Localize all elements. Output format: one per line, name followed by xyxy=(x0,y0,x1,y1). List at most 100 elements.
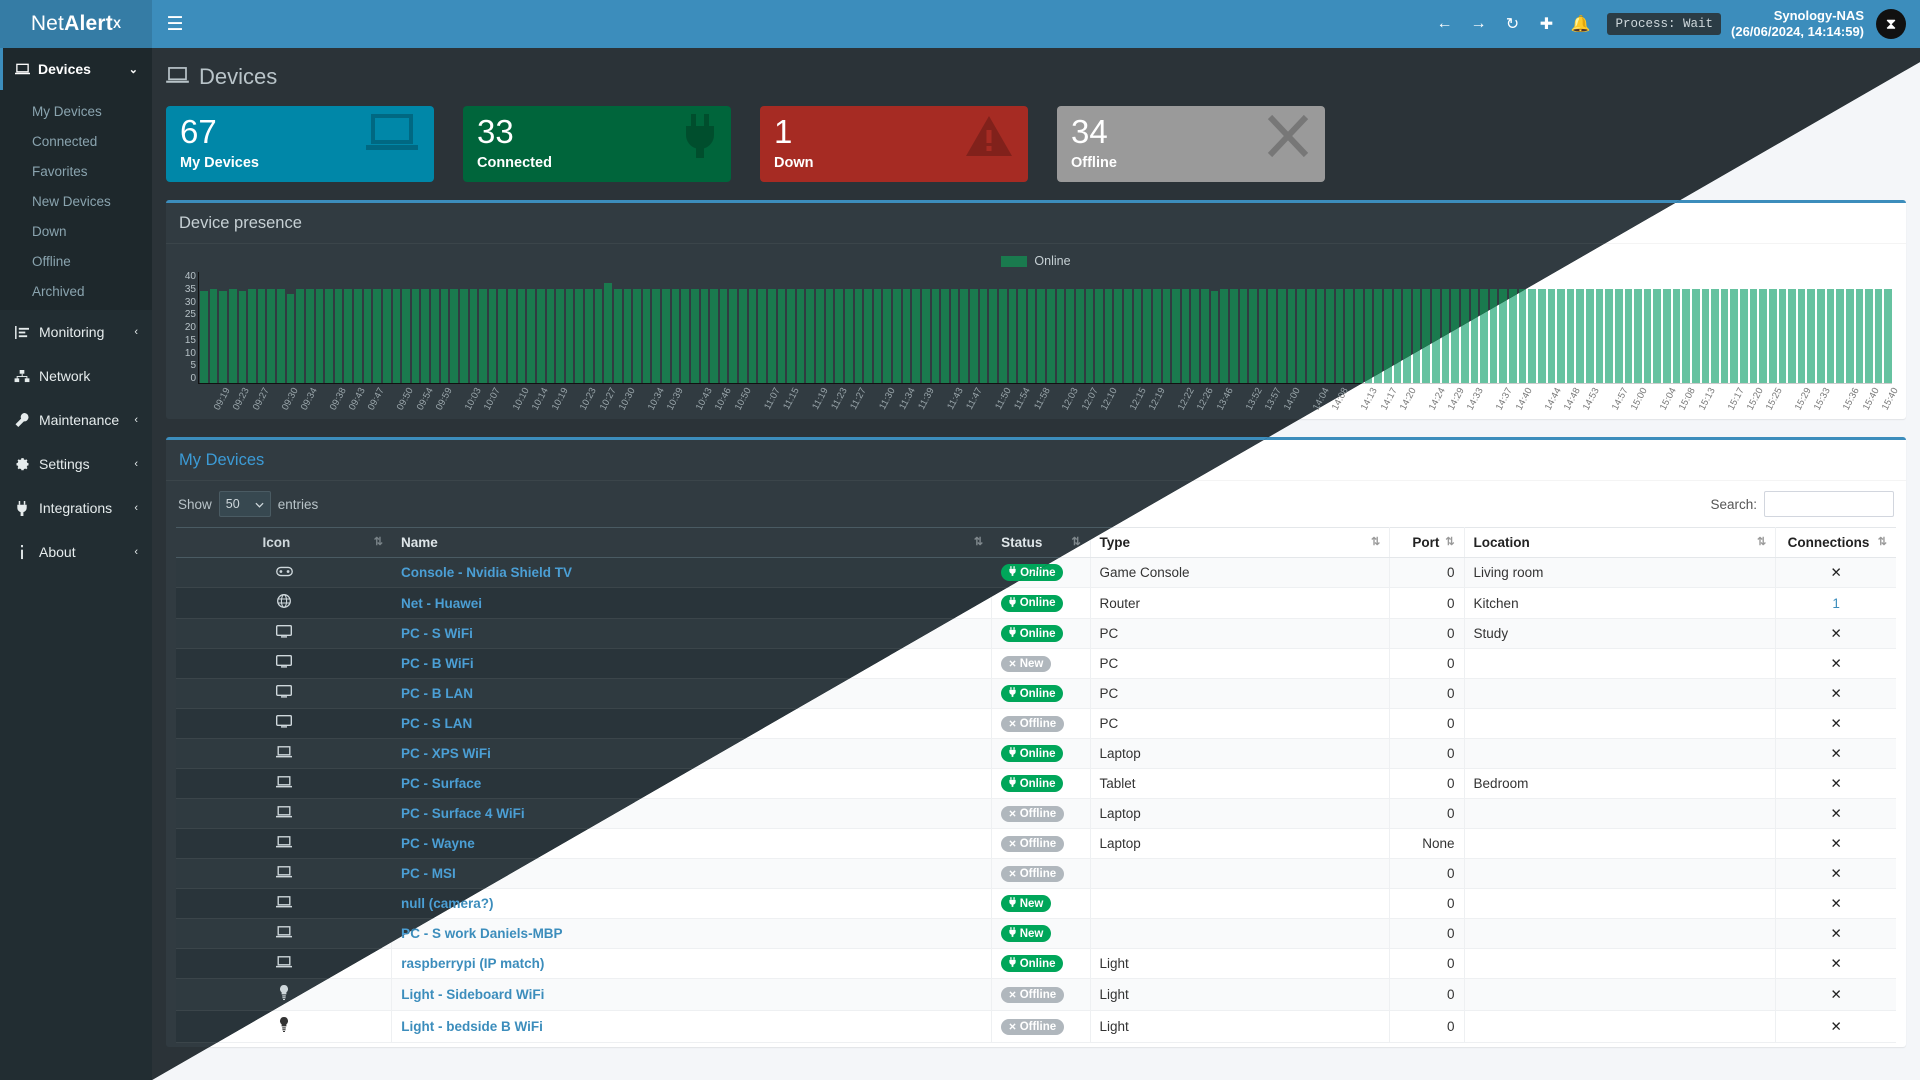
sort-icon[interactable]: ⇅ xyxy=(1877,536,1887,548)
card-connected[interactable]: 33 Connected xyxy=(463,106,731,182)
sidebar-item-integrations[interactable]: Integrations ‹ xyxy=(0,486,152,530)
chart-bar xyxy=(373,288,381,383)
x-tick xyxy=(316,384,324,430)
cell-name: PC - S work Daniels-MBP xyxy=(391,918,992,949)
chart-bar xyxy=(1239,288,1248,383)
device-name-link[interactable]: PC - Surface 4 WiFi xyxy=(401,806,525,821)
chart-bar xyxy=(777,288,786,383)
device-name-link[interactable]: raspberrypi (IP match) xyxy=(401,956,545,971)
x-tick: 12:19 xyxy=(1147,384,1168,430)
x-tick: 09:54 xyxy=(414,384,435,430)
sidebar-item-settings[interactable]: Settings ‹ xyxy=(0,442,152,486)
column-header-port[interactable]: Port ⇅ xyxy=(1389,527,1465,558)
back-arrow-icon[interactable]: ← xyxy=(1436,15,1453,32)
sidebar-item-archived[interactable]: Archived xyxy=(32,283,85,299)
sidebar-item-connected[interactable]: Connected xyxy=(32,133,98,149)
sort-icon[interactable]: ⇅ xyxy=(973,536,984,548)
avatar[interactable]: ⧗ xyxy=(1876,9,1906,39)
y-tick-label: 15 xyxy=(184,334,196,346)
card-down[interactable]: 1 Down xyxy=(760,106,1028,182)
chart-bar xyxy=(1441,288,1450,383)
device-name-link[interactable]: Light - bedside B WiFi xyxy=(401,1019,543,1034)
chart-bar xyxy=(1451,288,1459,383)
chart-bar xyxy=(844,288,853,383)
sidebar-item-label: Monitoring xyxy=(39,324,105,340)
sidebar-item-maintenance[interactable]: Maintenance ‹ xyxy=(0,398,152,442)
chevron-down-icon[interactable]: ⌄ xyxy=(128,63,138,76)
cell-port: 0 xyxy=(1389,557,1465,588)
column-header-icon[interactable]: Icon ⇅ xyxy=(176,527,393,558)
sort-icon[interactable]: ⇅ xyxy=(1371,536,1381,548)
sort-icon[interactable]: ⇅ xyxy=(1445,536,1455,548)
chevron-left-icon[interactable]: ‹ xyxy=(134,414,138,426)
connections-link[interactable]: 1 xyxy=(1832,595,1840,611)
page-size-select[interactable]: 50 xyxy=(218,491,271,517)
x-tick: 09:27 xyxy=(250,384,271,430)
sidebar-item-new-devices[interactable]: New Devices xyxy=(32,193,111,209)
brand-superscript: X xyxy=(112,17,122,31)
chevron-left-icon[interactable]: ‹ xyxy=(134,326,138,338)
cell-location: Living room xyxy=(1464,557,1777,588)
column-header-type[interactable]: Type ⇅ xyxy=(1090,527,1391,558)
chevron-left-icon[interactable]: ‹ xyxy=(134,546,138,558)
my-devices-title[interactable]: My Devices xyxy=(179,450,265,469)
device-name-link[interactable]: PC - MSI xyxy=(401,866,456,881)
x-tick xyxy=(1646,384,1654,430)
chevron-left-icon[interactable]: ‹ xyxy=(134,502,138,514)
device-name-link[interactable]: PC - B LAN xyxy=(401,686,474,701)
move-arrows-icon[interactable]: ✚ xyxy=(1539,16,1554,33)
chart-bar xyxy=(1162,288,1171,383)
column-header-location[interactable]: Location ⇅ xyxy=(1464,527,1777,558)
refresh-icon[interactable]: ↻ xyxy=(1505,16,1520,33)
device-name-link[interactable]: PC - Surface xyxy=(401,776,482,791)
sidebar-item-offline[interactable]: Offline xyxy=(32,253,71,269)
chevron-left-icon[interactable]: ‹ xyxy=(134,458,138,470)
chart-bar xyxy=(546,288,555,383)
device-name-link[interactable]: PC - Wayne xyxy=(401,836,475,851)
cell-name: Net - Huawei xyxy=(392,587,993,619)
card-offline[interactable]: 34 Offline xyxy=(1057,106,1325,182)
sidebar-item-network[interactable]: Network xyxy=(0,354,152,398)
forward-arrow-icon[interactable]: → xyxy=(1470,15,1487,32)
chart-bar xyxy=(440,288,449,383)
device-name-link[interactable]: PC - XPS WiFi xyxy=(401,746,491,761)
sidebar-item-about[interactable]: About ‹ xyxy=(0,530,152,574)
device-name-link[interactable]: PC - S work Daniels-MBP xyxy=(401,926,563,941)
column-header-status[interactable]: Status ⇅ xyxy=(992,527,1090,558)
table-row[interactable]: PC - S work Daniels-MBP New 0 ✕ xyxy=(176,918,1896,949)
device-name-link[interactable]: PC - S LAN xyxy=(401,716,473,731)
device-name-link[interactable]: Console - Nvidia Shield TV xyxy=(401,565,573,580)
sidebar-item-my-devices[interactable]: My Devices xyxy=(32,103,102,119)
device-name-link[interactable]: PC - B WiFi xyxy=(401,656,474,671)
bell-icon[interactable]: 🔔 xyxy=(1570,16,1591,33)
sort-icon[interactable]: ⇅ xyxy=(1071,536,1081,548)
sidebar-item-monitoring[interactable]: Monitoring ‹ xyxy=(0,310,152,354)
sidebar-toggle-icon[interactable]: ☰ xyxy=(166,13,184,35)
sort-icon[interactable]: ⇅ xyxy=(1757,536,1767,548)
chart-bar xyxy=(1066,288,1074,383)
cell-location xyxy=(1464,858,1777,889)
sidebar-item-down[interactable]: Down xyxy=(32,223,67,239)
device-name-link[interactable]: Net - Huawei xyxy=(401,595,483,611)
sidebar-item-favorites[interactable]: Favorites xyxy=(32,163,88,179)
sort-icon[interactable]: ⇅ xyxy=(373,536,384,548)
x-tick xyxy=(798,384,806,430)
status-badge-label: Offline xyxy=(1019,989,1057,1001)
x-tick: 10:23 xyxy=(578,384,599,430)
device-name-link[interactable]: PC - S WiFi xyxy=(401,626,473,641)
status-badge: New xyxy=(1000,925,1052,942)
device-name-link[interactable]: Light - Sideboard WiFi xyxy=(401,987,545,1002)
sidebar-item-label: Integrations xyxy=(39,500,113,516)
search-input[interactable] xyxy=(1764,491,1894,517)
column-header-connections[interactable]: Connections ⇅ xyxy=(1775,527,1896,558)
process-status-badge: Process: Wait xyxy=(1607,13,1722,35)
cell-status: Offline xyxy=(991,978,1091,1011)
column-header-name[interactable]: Name ⇅ xyxy=(392,527,993,558)
card-my-devices[interactable]: 67 My Devices xyxy=(166,106,434,182)
sidebar-item-devices[interactable]: Devices ⌄ xyxy=(0,48,152,90)
cell-port: 0 xyxy=(1389,948,1465,979)
